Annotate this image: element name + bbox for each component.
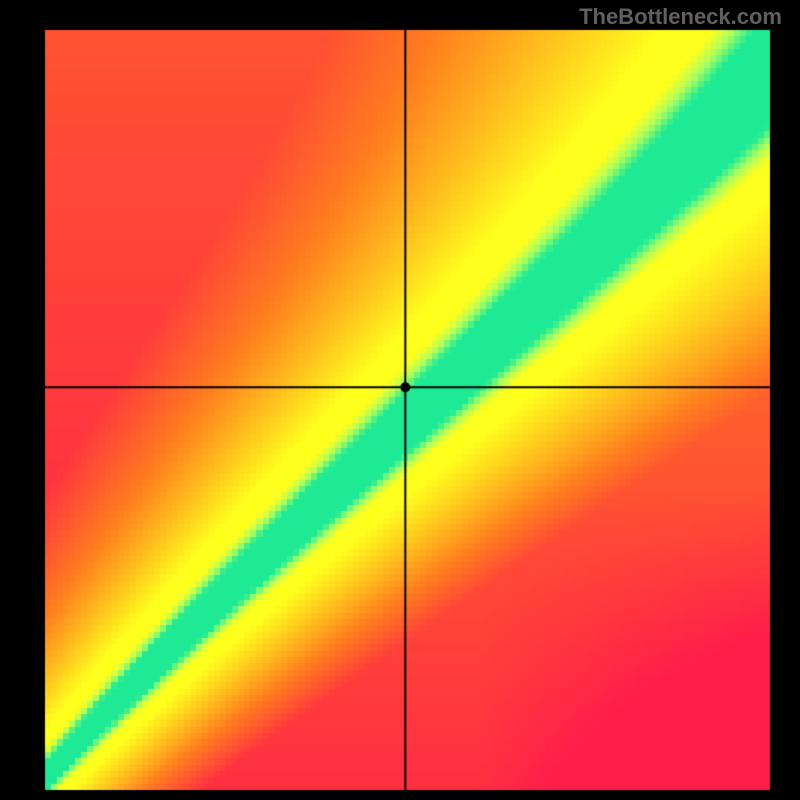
chart-container: TheBottleneck.com (0, 0, 800, 800)
heatmap-canvas (0, 0, 800, 800)
watermark-text: TheBottleneck.com (579, 4, 782, 30)
